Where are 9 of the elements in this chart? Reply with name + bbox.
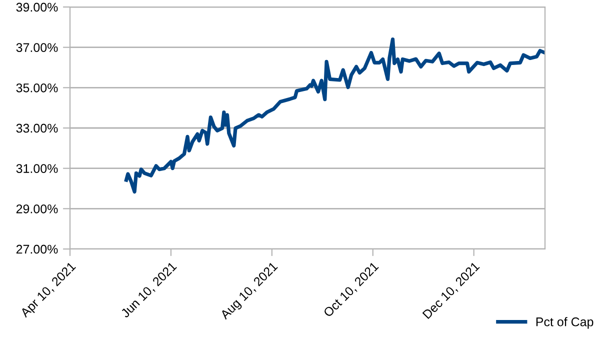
y-tick-label: 29.00% [16,204,58,214]
y-tick-label: 39.00% [16,2,58,12]
y-tick-label: 27.00% [16,244,58,254]
y-tick-label: 31.00% [16,164,58,173]
y-tick-label: 35.00% [16,83,58,92]
y-tick-label: 37.00% [16,43,58,52]
legend-label: Pct of Cap [536,317,594,329]
line-series [124,37,545,194]
y-tick-label: 33.00% [16,124,58,133]
